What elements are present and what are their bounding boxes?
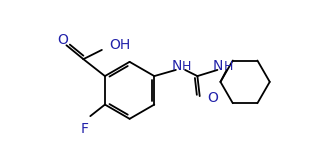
Text: N: N: [171, 59, 182, 73]
Text: OH: OH: [109, 38, 131, 52]
Text: O: O: [57, 33, 68, 47]
Text: F: F: [81, 122, 89, 136]
Text: N: N: [213, 59, 223, 73]
Text: H: H: [223, 60, 233, 73]
Text: H: H: [182, 60, 191, 73]
Text: O: O: [207, 91, 218, 105]
